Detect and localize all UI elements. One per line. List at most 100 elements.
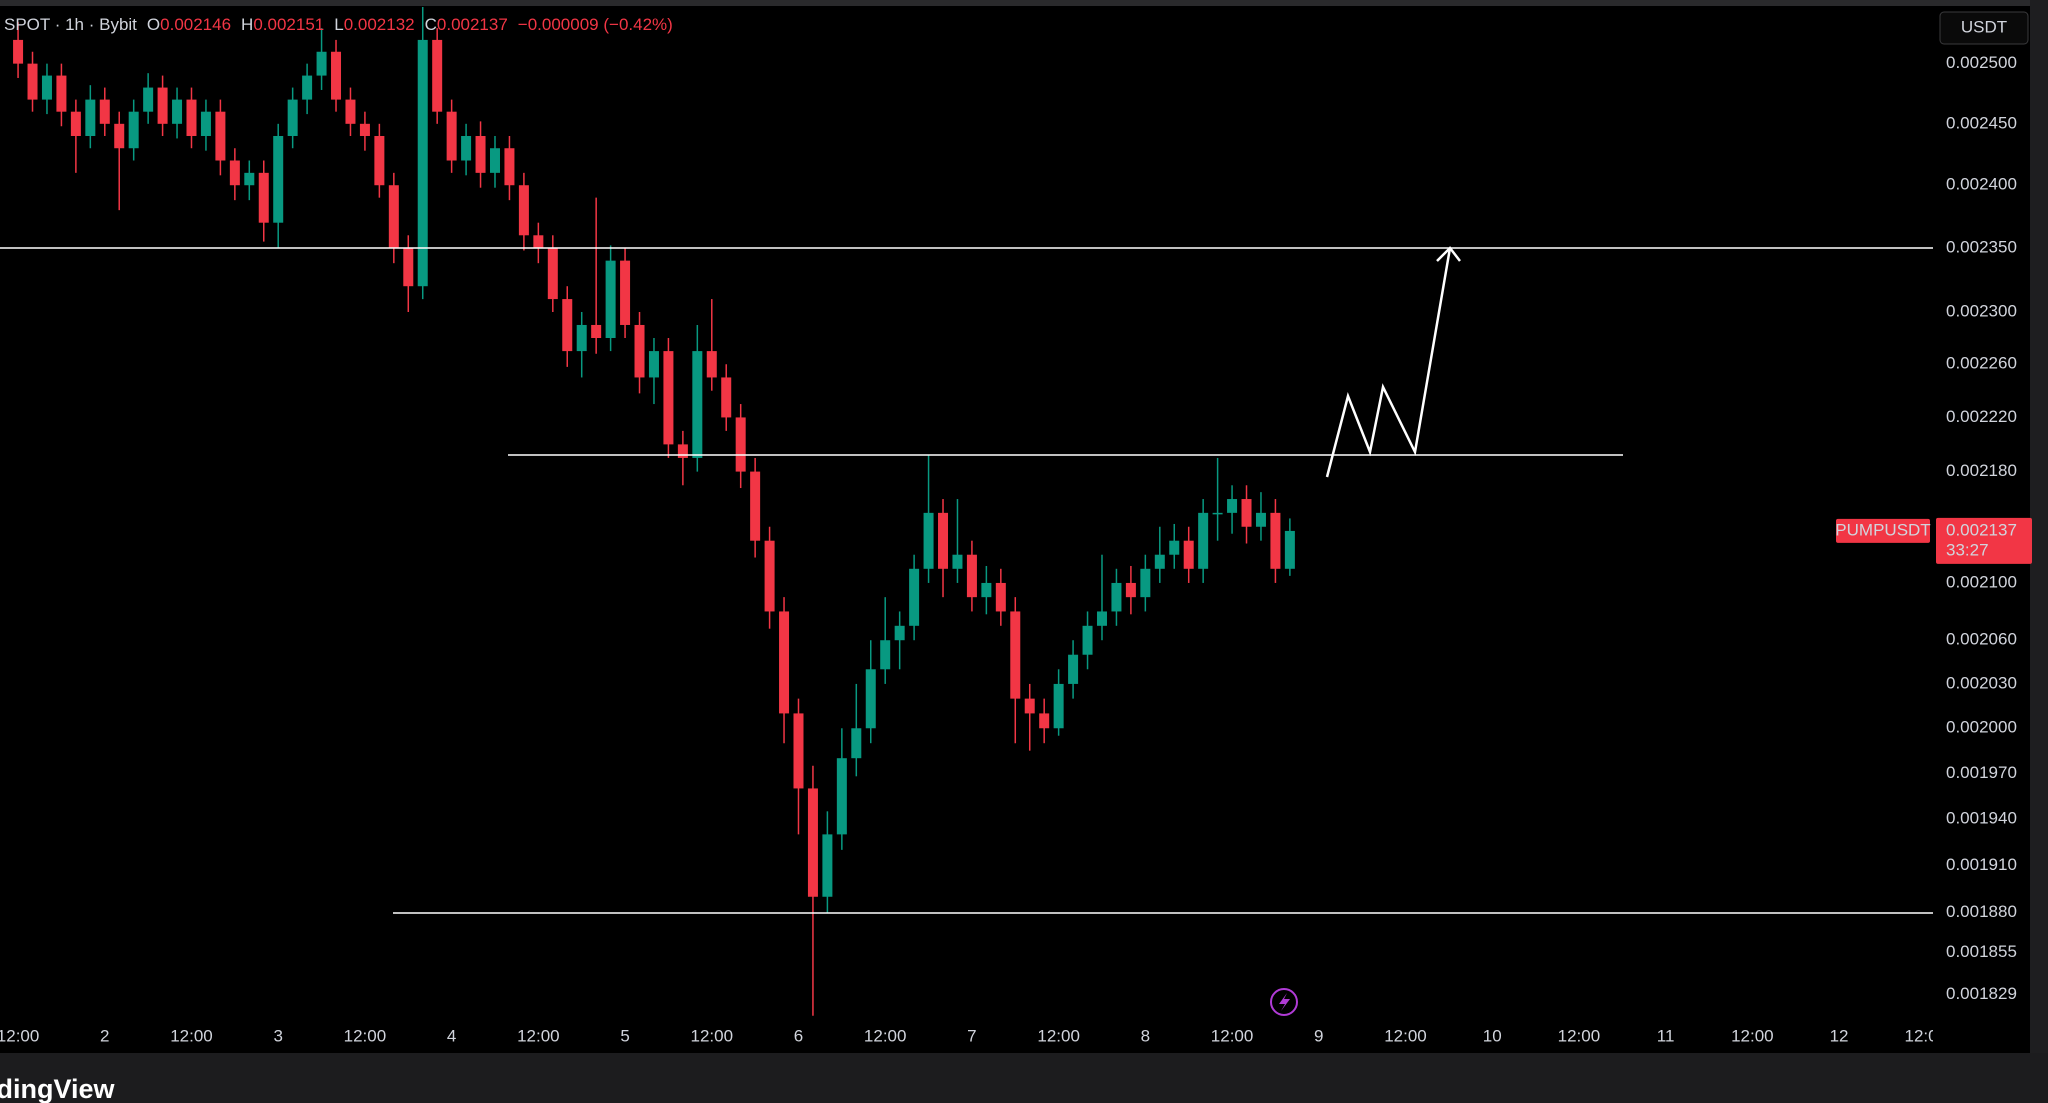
candle-body: [1082, 625, 1093, 655]
candle-body: [576, 324, 587, 352]
candle-body: [865, 669, 876, 729]
candle-body: [518, 185, 529, 236]
candle-body: [417, 39, 428, 287]
candle-body: [461, 135, 472, 161]
candle-body: [880, 640, 891, 670]
x-tick-label: 12:00: [864, 1026, 907, 1045]
x-tick-label: 12:00: [0, 1026, 39, 1045]
y-tick-label: 0.002500: [1946, 53, 2017, 72]
y-tick-label: 0.002350: [1946, 237, 2017, 256]
y-tick-label: 0.002400: [1946, 175, 2017, 194]
candle-body: [27, 63, 38, 100]
candle-body: [302, 75, 313, 100]
x-tick-label: 3: [273, 1026, 282, 1045]
candle-body: [114, 123, 125, 149]
candle-body: [779, 611, 790, 714]
candle-body: [634, 324, 645, 378]
candle-body: [663, 351, 674, 445]
x-tick-label: 8: [1141, 1026, 1150, 1045]
y-tick-label: 0.001970: [1946, 763, 2017, 782]
candle-body: [1169, 540, 1180, 555]
candle-body: [1255, 512, 1266, 527]
candle-body: [200, 111, 211, 136]
candle-body: [1125, 582, 1136, 598]
price-tag-symbol-bg: [1836, 518, 1930, 543]
projection-arrow: [1325, 247, 1452, 478]
y-tick-label: 0.001829: [1946, 984, 2017, 1003]
y-tick-label: 0.002260: [1946, 354, 2017, 373]
candle-body: [56, 75, 67, 112]
legend-symbol: SPOT · 1h · Bybit: [4, 15, 137, 34]
alert-icon-bolt: [1279, 993, 1290, 1011]
candle-body: [836, 758, 847, 835]
candle-body: [359, 123, 370, 136]
legend-value: 0.002146: [160, 15, 231, 34]
candle-body: [735, 417, 746, 472]
candle-body: [1053, 683, 1064, 729]
candle-body: [489, 148, 500, 173]
candle-body: [287, 99, 298, 136]
candle-body: [1212, 512, 1223, 515]
top-border: [0, 0, 2048, 6]
legend-key: L: [334, 15, 343, 34]
x-tick-label: 12:00: [1558, 1026, 1601, 1045]
y-tick-label: 0.001855: [1946, 942, 2017, 961]
candle-body: [1111, 582, 1122, 612]
price-tag-symbol: PUMPUSDT: [1835, 520, 1930, 539]
candle-body: [475, 135, 486, 173]
price-tag-bg: [1936, 517, 2032, 564]
candle-body: [157, 87, 168, 124]
candle-body: [793, 713, 804, 789]
candle-body: [229, 160, 240, 186]
candle-body: [41, 75, 52, 100]
candle-body: [981, 582, 992, 598]
candle-body: [764, 540, 775, 612]
legend-value: 0.002137: [437, 15, 508, 34]
candle-body: [938, 512, 949, 569]
x-tick-label: 12:00: [691, 1026, 734, 1045]
candle-body: [721, 377, 732, 418]
brand-logo: TradingView: [0, 1074, 116, 1103]
candle-body: [99, 99, 110, 124]
x-tick-label: 12: [1830, 1026, 1849, 1045]
candle-body: [677, 444, 688, 458]
arrow-head: [1436, 246, 1461, 262]
currency-label: USDT: [1961, 17, 2007, 36]
candle-body: [273, 135, 284, 223]
candle-body: [374, 135, 385, 186]
candle-body: [1154, 554, 1165, 569]
plot-area: 12:00 2 12:00 3 12:00 4 12:00 5 12:00 6 12:00 7 12:0…: [0, 7, 1933, 1045]
candle-body: [923, 512, 934, 569]
x-tick-label: 7: [967, 1026, 976, 1045]
y-tick-label: 0.001880: [1946, 902, 2017, 921]
candle-body: [1140, 568, 1151, 598]
candle-body: [1227, 499, 1238, 513]
x-tick-label: 11: [1657, 1026, 1675, 1045]
drawings: [0, 246, 1933, 914]
candle-body: [822, 834, 833, 897]
y-tick-label: 0.001910: [1946, 855, 2017, 874]
legend-key: O: [147, 15, 160, 34]
legend-value: 0.002151: [253, 15, 324, 34]
candle-body: [13, 39, 24, 64]
candle-body: [1010, 611, 1021, 699]
legend-change: −0.000009 (−0.42%): [518, 15, 673, 34]
candle-body: [504, 148, 515, 186]
currency-button[interactable]: [1939, 11, 2029, 45]
y-tick-label: 0.002100: [1946, 572, 2017, 591]
y-tick-label: 0.002000: [1946, 718, 2017, 737]
x-tick-label: 10: [1483, 1026, 1502, 1045]
y-tick-label: 0.002180: [1946, 461, 2017, 480]
candle-body: [894, 625, 905, 641]
y-tick-label: 0.002450: [1946, 113, 2017, 132]
x-tick-label: 12:00: [170, 1026, 213, 1045]
footer: [0, 1053, 2048, 1103]
candle-body: [966, 554, 977, 598]
candle-body: [446, 111, 457, 161]
candle-body: [258, 172, 269, 223]
alert-icon[interactable]: [1270, 988, 1298, 1016]
candle-body: [316, 51, 327, 76]
candle-body: [562, 299, 573, 352]
